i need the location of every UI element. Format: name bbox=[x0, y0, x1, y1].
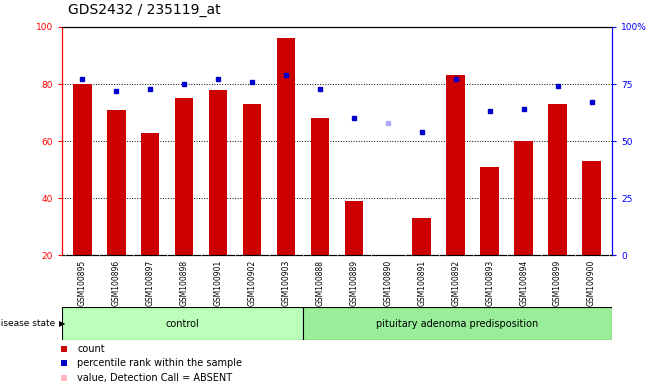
Bar bbox=[243, 104, 261, 255]
Text: disease state: disease state bbox=[0, 319, 55, 328]
Bar bbox=[582, 161, 601, 255]
Text: GSM100889: GSM100889 bbox=[350, 260, 358, 306]
Text: count: count bbox=[77, 344, 105, 354]
Text: GSM100896: GSM100896 bbox=[112, 260, 120, 306]
Bar bbox=[174, 98, 193, 255]
Text: value, Detection Call = ABSENT: value, Detection Call = ABSENT bbox=[77, 373, 232, 383]
Text: GSM100898: GSM100898 bbox=[180, 260, 189, 306]
Bar bbox=[548, 104, 567, 255]
Bar bbox=[107, 110, 126, 255]
Text: ▶: ▶ bbox=[59, 319, 65, 328]
Text: GSM100900: GSM100900 bbox=[587, 260, 596, 306]
Text: GDS2432 / 235119_at: GDS2432 / 235119_at bbox=[68, 3, 221, 17]
Bar bbox=[514, 141, 533, 255]
Text: percentile rank within the sample: percentile rank within the sample bbox=[77, 358, 242, 368]
Text: GSM100891: GSM100891 bbox=[417, 260, 426, 306]
Text: GSM100903: GSM100903 bbox=[281, 260, 290, 306]
Text: GSM100897: GSM100897 bbox=[146, 260, 155, 306]
Bar bbox=[447, 75, 465, 255]
Text: control: control bbox=[165, 318, 199, 329]
FancyBboxPatch shape bbox=[62, 307, 303, 340]
Bar bbox=[480, 167, 499, 255]
Bar bbox=[413, 218, 431, 255]
Text: GSM100892: GSM100892 bbox=[451, 260, 460, 306]
Bar bbox=[209, 90, 227, 255]
Bar bbox=[141, 132, 159, 255]
Bar bbox=[311, 118, 329, 255]
Text: GSM100902: GSM100902 bbox=[247, 260, 256, 306]
FancyBboxPatch shape bbox=[303, 307, 612, 340]
Text: GSM100893: GSM100893 bbox=[485, 260, 494, 306]
Text: GSM100895: GSM100895 bbox=[77, 260, 87, 306]
Bar bbox=[344, 201, 363, 255]
Text: GSM100888: GSM100888 bbox=[316, 260, 324, 306]
Bar bbox=[73, 84, 92, 255]
Text: pituitary adenoma predisposition: pituitary adenoma predisposition bbox=[376, 318, 538, 329]
Bar bbox=[277, 38, 296, 255]
Text: GSM100899: GSM100899 bbox=[553, 260, 562, 306]
Text: GSM100890: GSM100890 bbox=[383, 260, 393, 306]
Text: GSM100901: GSM100901 bbox=[214, 260, 223, 306]
Text: GSM100894: GSM100894 bbox=[519, 260, 528, 306]
